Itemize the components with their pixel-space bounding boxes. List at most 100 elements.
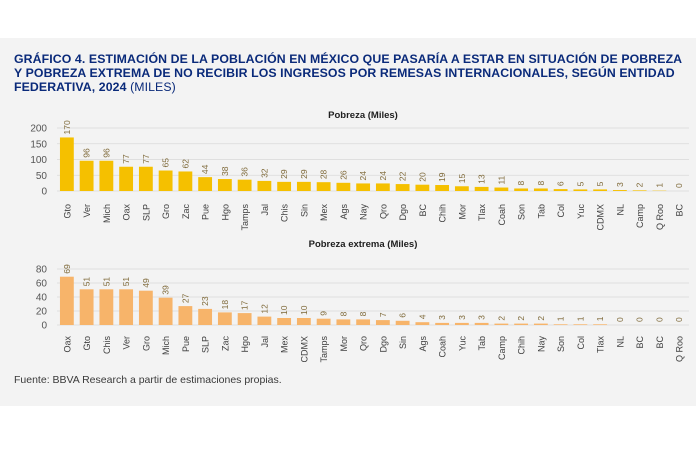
chart-panel — [0, 38, 696, 406]
category-label: Mich — [102, 204, 112, 223]
data-label: 6 — [398, 313, 408, 318]
source-note: Fuente: BBVA Research a partir de estima… — [14, 374, 282, 386]
title-unit: (MILES) — [130, 80, 176, 94]
chart-figure-title: GRÁFICO 4. ESTIMACIÓN DE LA POBLACIÓN EN… — [14, 52, 686, 94]
bar — [573, 189, 588, 191]
category-label: Ver — [82, 204, 92, 218]
category-label: Chih — [517, 336, 527, 355]
bar — [237, 179, 252, 191]
bar — [316, 182, 331, 191]
y-tick-label: 100 — [30, 155, 47, 166]
bar — [474, 186, 489, 191]
category-label: Son — [517, 204, 527, 220]
category-label: Tamps — [240, 204, 250, 231]
category-label: Sin — [299, 204, 309, 217]
bar — [198, 177, 213, 191]
category-label: Dgo — [378, 336, 388, 353]
bar — [99, 160, 114, 191]
category-label: Pue — [181, 336, 191, 352]
bar — [533, 188, 548, 191]
category-label: BC — [675, 204, 685, 217]
data-label: 5 — [595, 181, 605, 186]
bar — [454, 322, 469, 325]
data-label: 11 — [496, 175, 506, 184]
data-label: 22 — [398, 171, 408, 181]
y-tick-label: 80 — [36, 265, 48, 276]
bar — [237, 313, 252, 325]
category-label: Mex — [280, 336, 290, 354]
bar — [375, 320, 390, 325]
data-label: 10 — [299, 305, 309, 315]
data-label: 65 — [161, 158, 171, 168]
data-label: 23 — [200, 296, 210, 306]
bar — [277, 318, 292, 325]
bar — [178, 171, 193, 191]
bar — [553, 189, 568, 191]
data-label: 12 — [259, 304, 269, 314]
category-label: Jal — [260, 204, 270, 216]
data-label: 96 — [82, 148, 92, 158]
category-label: Hgo — [220, 204, 230, 221]
category-label: Qro — [378, 204, 388, 219]
bar — [217, 312, 232, 325]
category-label: NL — [615, 204, 625, 216]
category-label: Q Roo — [655, 204, 665, 230]
data-label: 38 — [220, 166, 230, 176]
data-label: 8 — [516, 180, 526, 185]
chart-title: Pobreza extrema (Miles) — [309, 239, 418, 250]
bar — [632, 190, 647, 191]
category-label: Coah — [438, 336, 448, 358]
category-label: Son — [556, 336, 566, 352]
category-label: Oax — [62, 336, 72, 353]
category-label: Gro — [161, 204, 171, 219]
bar — [395, 320, 410, 325]
data-label: 6 — [556, 181, 566, 186]
bar — [415, 322, 430, 325]
bar — [375, 183, 390, 191]
bar — [435, 185, 450, 191]
y-tick-label: 60 — [36, 279, 48, 290]
bar — [356, 319, 371, 325]
bar — [79, 160, 94, 191]
data-label: 5 — [575, 181, 585, 186]
category-label: NL — [615, 336, 625, 348]
title-text: GRÁFICO 4. ESTIMACIÓN DE LA POBLACIÓN EN… — [14, 52, 682, 94]
category-label: SLP — [201, 336, 211, 353]
bar — [395, 184, 410, 191]
bar — [593, 324, 608, 325]
category-label: Tlax — [596, 336, 606, 354]
data-label: 32 — [259, 168, 269, 178]
category-label: Ver — [122, 336, 132, 350]
data-label: 2 — [635, 182, 645, 187]
y-tick-label: 50 — [36, 171, 48, 182]
bar — [277, 181, 292, 191]
category-label: Yuc — [457, 336, 467, 352]
data-label: 20 — [417, 172, 427, 182]
bar — [296, 318, 311, 325]
bar — [158, 170, 173, 191]
data-label: 1 — [556, 316, 566, 321]
data-label: 2 — [516, 316, 526, 321]
bar — [573, 324, 588, 325]
category-label: Zac — [181, 204, 191, 220]
bar — [257, 180, 272, 191]
data-label: 49 — [141, 278, 151, 288]
data-label: 3 — [457, 315, 467, 320]
data-label: 8 — [358, 311, 368, 316]
data-label: 51 — [101, 277, 111, 287]
data-label: 0 — [674, 183, 684, 188]
category-label: Coah — [497, 204, 507, 226]
bar — [178, 306, 193, 325]
bar — [59, 276, 74, 325]
bar — [316, 318, 331, 325]
category-label: Ags — [339, 204, 349, 220]
data-label: 96 — [101, 148, 111, 158]
data-label: 36 — [240, 167, 250, 177]
category-label: CDMX — [299, 336, 309, 363]
category-label: Gto — [82, 336, 92, 351]
data-label: 69 — [62, 264, 72, 274]
data-label: 1 — [654, 183, 664, 188]
data-label: 3 — [477, 315, 487, 320]
